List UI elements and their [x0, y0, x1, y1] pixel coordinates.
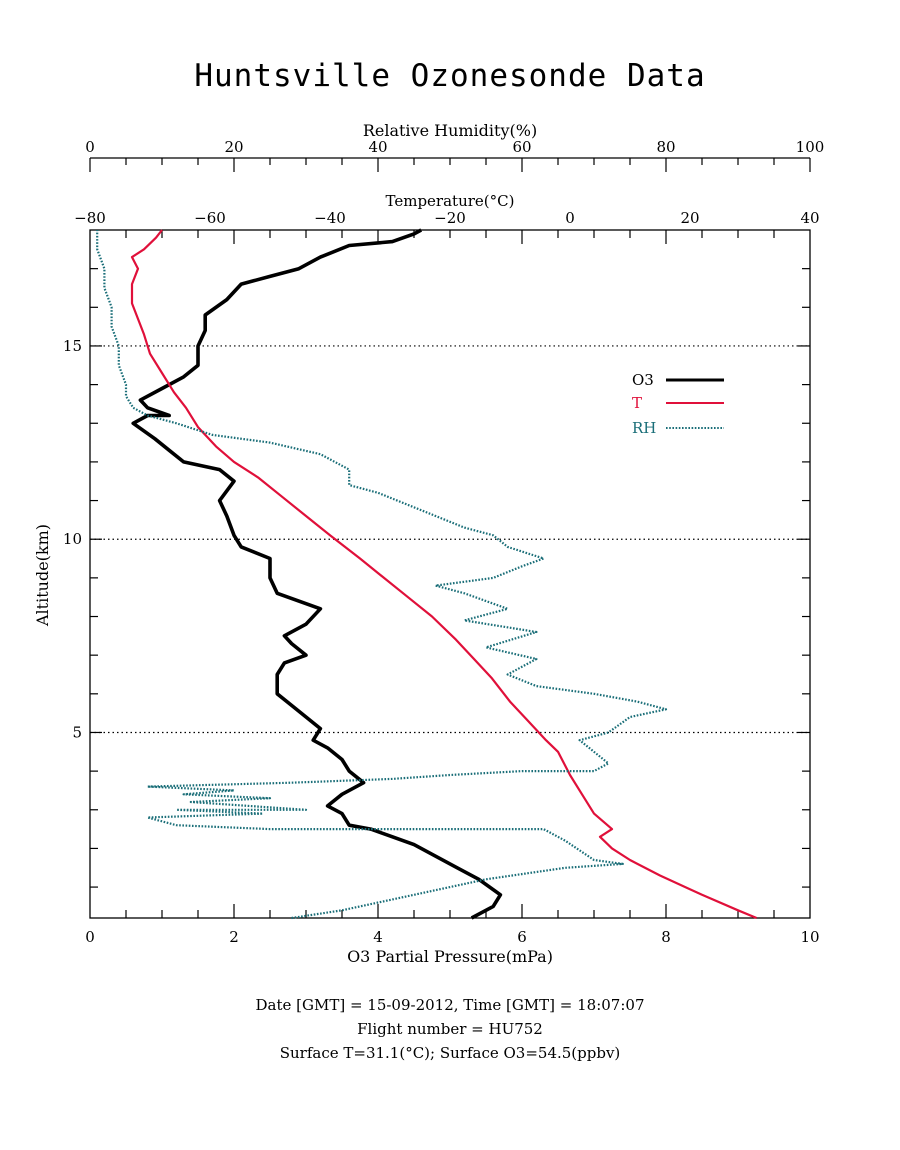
- footer-flight-number: Flight number = HU752: [357, 1020, 543, 1038]
- temperature-tick-label: 40: [800, 209, 819, 227]
- temperature-axis-label: Temperature(°C): [386, 192, 515, 210]
- rh-tick-label: 80: [656, 138, 675, 156]
- chart-title: Huntsville Ozonesonde Data: [194, 58, 706, 94]
- legend-label-o3: O3: [632, 371, 654, 389]
- footer-surface-values: Surface T=31.1(°C); Surface O3=54.5(ppbv…: [279, 1044, 621, 1062]
- rh-tick-label: 40: [368, 138, 387, 156]
- y-tick-label: 5: [72, 723, 82, 741]
- rh-tick-label: 60: [512, 138, 531, 156]
- temperature-tick-label: 0: [565, 209, 575, 227]
- y-tick-label: 10: [63, 530, 82, 548]
- temperature-tick-label: −60: [194, 209, 226, 227]
- legend-label-t: T: [632, 394, 642, 412]
- o3-axis-label: O3 Partial Pressure(mPa): [347, 947, 553, 966]
- o3-tick-label: 8: [661, 928, 671, 946]
- y-tick-label: 15: [63, 337, 82, 355]
- y-axis-label: Altitude(km): [33, 524, 52, 627]
- temperature-tick-label: −80: [74, 209, 106, 227]
- o3-tick-label: 4: [373, 928, 383, 946]
- footer-date-time: Date [GMT] = 15-09-2012, Time [GMT] = 18…: [255, 996, 645, 1014]
- o3-tick-label: 0: [85, 928, 95, 946]
- temperature-tick-label: −40: [314, 209, 346, 227]
- rh-tick-label: 100: [796, 138, 825, 156]
- series-rh-line: [96, 230, 668, 920]
- o3-tick-label: 6: [517, 928, 527, 946]
- o3-tick-label: 10: [800, 928, 819, 946]
- rh-tick-label: 20: [224, 138, 243, 156]
- series-o3-line: [131, 228, 503, 920]
- rh-tick-label: 0: [85, 138, 95, 156]
- legend-label-rh: RH: [632, 419, 656, 437]
- temperature-tick-label: 20: [680, 209, 699, 227]
- rh-axis-label: Relative Humidity(%): [363, 121, 537, 140]
- o3-tick-label: 2: [229, 928, 239, 946]
- temperature-tick-label: −20: [434, 209, 466, 227]
- series-t-line: [130, 229, 758, 920]
